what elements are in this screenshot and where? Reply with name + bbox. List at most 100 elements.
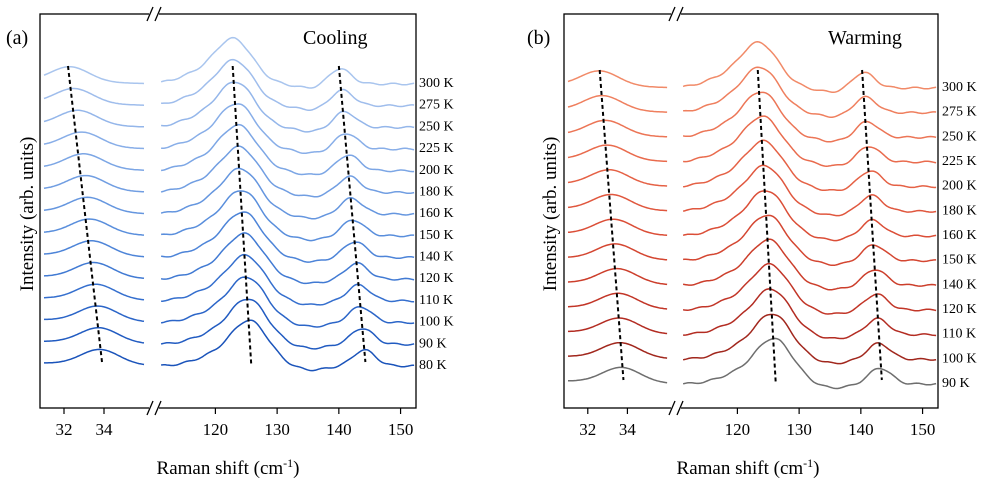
series-line — [683, 288, 937, 340]
temperature-label: 275 K — [942, 105, 977, 120]
series-line — [682, 262, 937, 315]
series-line — [682, 91, 937, 143]
axis-break-mark — [668, 6, 676, 22]
panel-label-b: (b) — [527, 27, 550, 49]
panel-label-a: (a) — [6, 27, 28, 49]
peak-guide-line — [337, 65, 367, 363]
series-line — [567, 193, 668, 212]
series-line — [43, 109, 144, 128]
y-axis-label-b: Intensity (arb. units) — [540, 137, 561, 292]
series-line — [567, 144, 668, 163]
x-axis-label-a-close: ) — [293, 458, 299, 479]
x-tick-label: 140 — [848, 420, 874, 439]
peak-guide-line — [67, 65, 103, 363]
temperature-label: 200 K — [942, 179, 977, 194]
axis-break-mark — [676, 6, 684, 22]
axis-break-mark — [154, 400, 162, 416]
series-line — [682, 313, 937, 365]
series-line — [161, 58, 415, 111]
series-line — [161, 81, 415, 133]
temperature-label: 160 K — [942, 228, 977, 243]
peak-guide-line — [231, 65, 253, 365]
x-axis-label-b-text: Raman shift (cm — [677, 458, 804, 479]
series-line — [161, 253, 415, 306]
x-axis-label-b: Raman shift (cm-1) — [677, 456, 820, 479]
x-axis-label-a-text: Raman shift (cm — [157, 458, 284, 479]
x-tick-label: 32 — [56, 420, 73, 439]
y-axis-label-a: Intensity (arb. units) — [17, 137, 38, 292]
series-line — [43, 218, 145, 236]
series-line — [43, 174, 145, 193]
temperature-label: 90 K — [942, 376, 970, 391]
axis-break-gap — [149, 7, 159, 21]
series-line — [568, 366, 668, 384]
series-line — [44, 326, 145, 344]
series-line — [44, 305, 145, 323]
x-tick-label: 150 — [388, 420, 414, 439]
axis-break-mark — [676, 400, 684, 416]
axis-break-mark — [146, 6, 154, 22]
temperature-label: 150 K — [419, 228, 454, 243]
temperature-label: 160 K — [419, 206, 454, 221]
series-line — [567, 169, 668, 187]
series-line — [682, 238, 937, 291]
series-line — [567, 218, 668, 236]
temperature-label: 140 K — [942, 277, 977, 292]
annotation-cooling: Cooling — [303, 27, 367, 49]
series-line — [682, 190, 937, 242]
series-line — [160, 145, 415, 198]
series-line — [682, 337, 937, 390]
series-line — [160, 190, 415, 242]
temperature-label: 180 K — [942, 203, 977, 218]
series-line — [682, 164, 937, 217]
series-line — [44, 348, 145, 366]
plot-frame — [39, 13, 417, 409]
temperature-label: 140 K — [419, 250, 454, 265]
series-line — [567, 243, 668, 261]
series-line — [683, 139, 937, 192]
axis-break-mark — [154, 6, 162, 22]
peak-guide-line — [598, 69, 625, 381]
x-tick-label: 34 — [619, 420, 637, 439]
temperature-label: 100 K — [419, 315, 454, 330]
temperature-label: 120 K — [419, 271, 454, 286]
series-line — [682, 41, 937, 94]
series-line — [568, 341, 668, 359]
temperature-label: 80 K — [419, 358, 447, 373]
series-line — [43, 87, 145, 106]
series-line — [160, 276, 415, 328]
temperature-label: 110 K — [419, 293, 453, 308]
series-line — [43, 131, 145, 150]
x-tick-label: 130 — [786, 420, 812, 439]
x-tick-label: 32 — [579, 420, 596, 439]
temperature-label: 300 K — [419, 76, 454, 91]
temperature-label: 275 K — [419, 98, 454, 113]
temperature-label: 250 K — [419, 119, 454, 134]
temperature-label: 225 K — [942, 154, 977, 169]
temperature-label: 200 K — [419, 163, 454, 178]
series-line — [43, 261, 145, 280]
series-line — [43, 153, 145, 171]
x-tick-label: 120 — [203, 420, 229, 439]
series-line — [161, 319, 415, 372]
series-line — [43, 240, 145, 258]
series-line — [683, 66, 937, 118]
x-tick-label: 130 — [264, 420, 290, 439]
axis-break-mark — [668, 400, 676, 416]
series-line — [567, 119, 668, 138]
temperature-label: 180 K — [419, 184, 454, 199]
series-line — [160, 167, 415, 220]
temperature-label: 110 K — [942, 327, 976, 342]
x-tick-label: 120 — [725, 420, 751, 439]
x-tick-label: 140 — [326, 420, 352, 439]
series-line — [160, 298, 415, 350]
temperature-label: 90 K — [419, 336, 447, 351]
temperature-label: 150 K — [942, 253, 977, 268]
x-axis-label-b-close: ) — [813, 458, 819, 479]
series-line — [160, 232, 415, 285]
series-line — [43, 65, 145, 85]
temperature-label: 100 K — [942, 351, 977, 366]
series-line — [160, 123, 415, 176]
series-line — [683, 214, 937, 267]
